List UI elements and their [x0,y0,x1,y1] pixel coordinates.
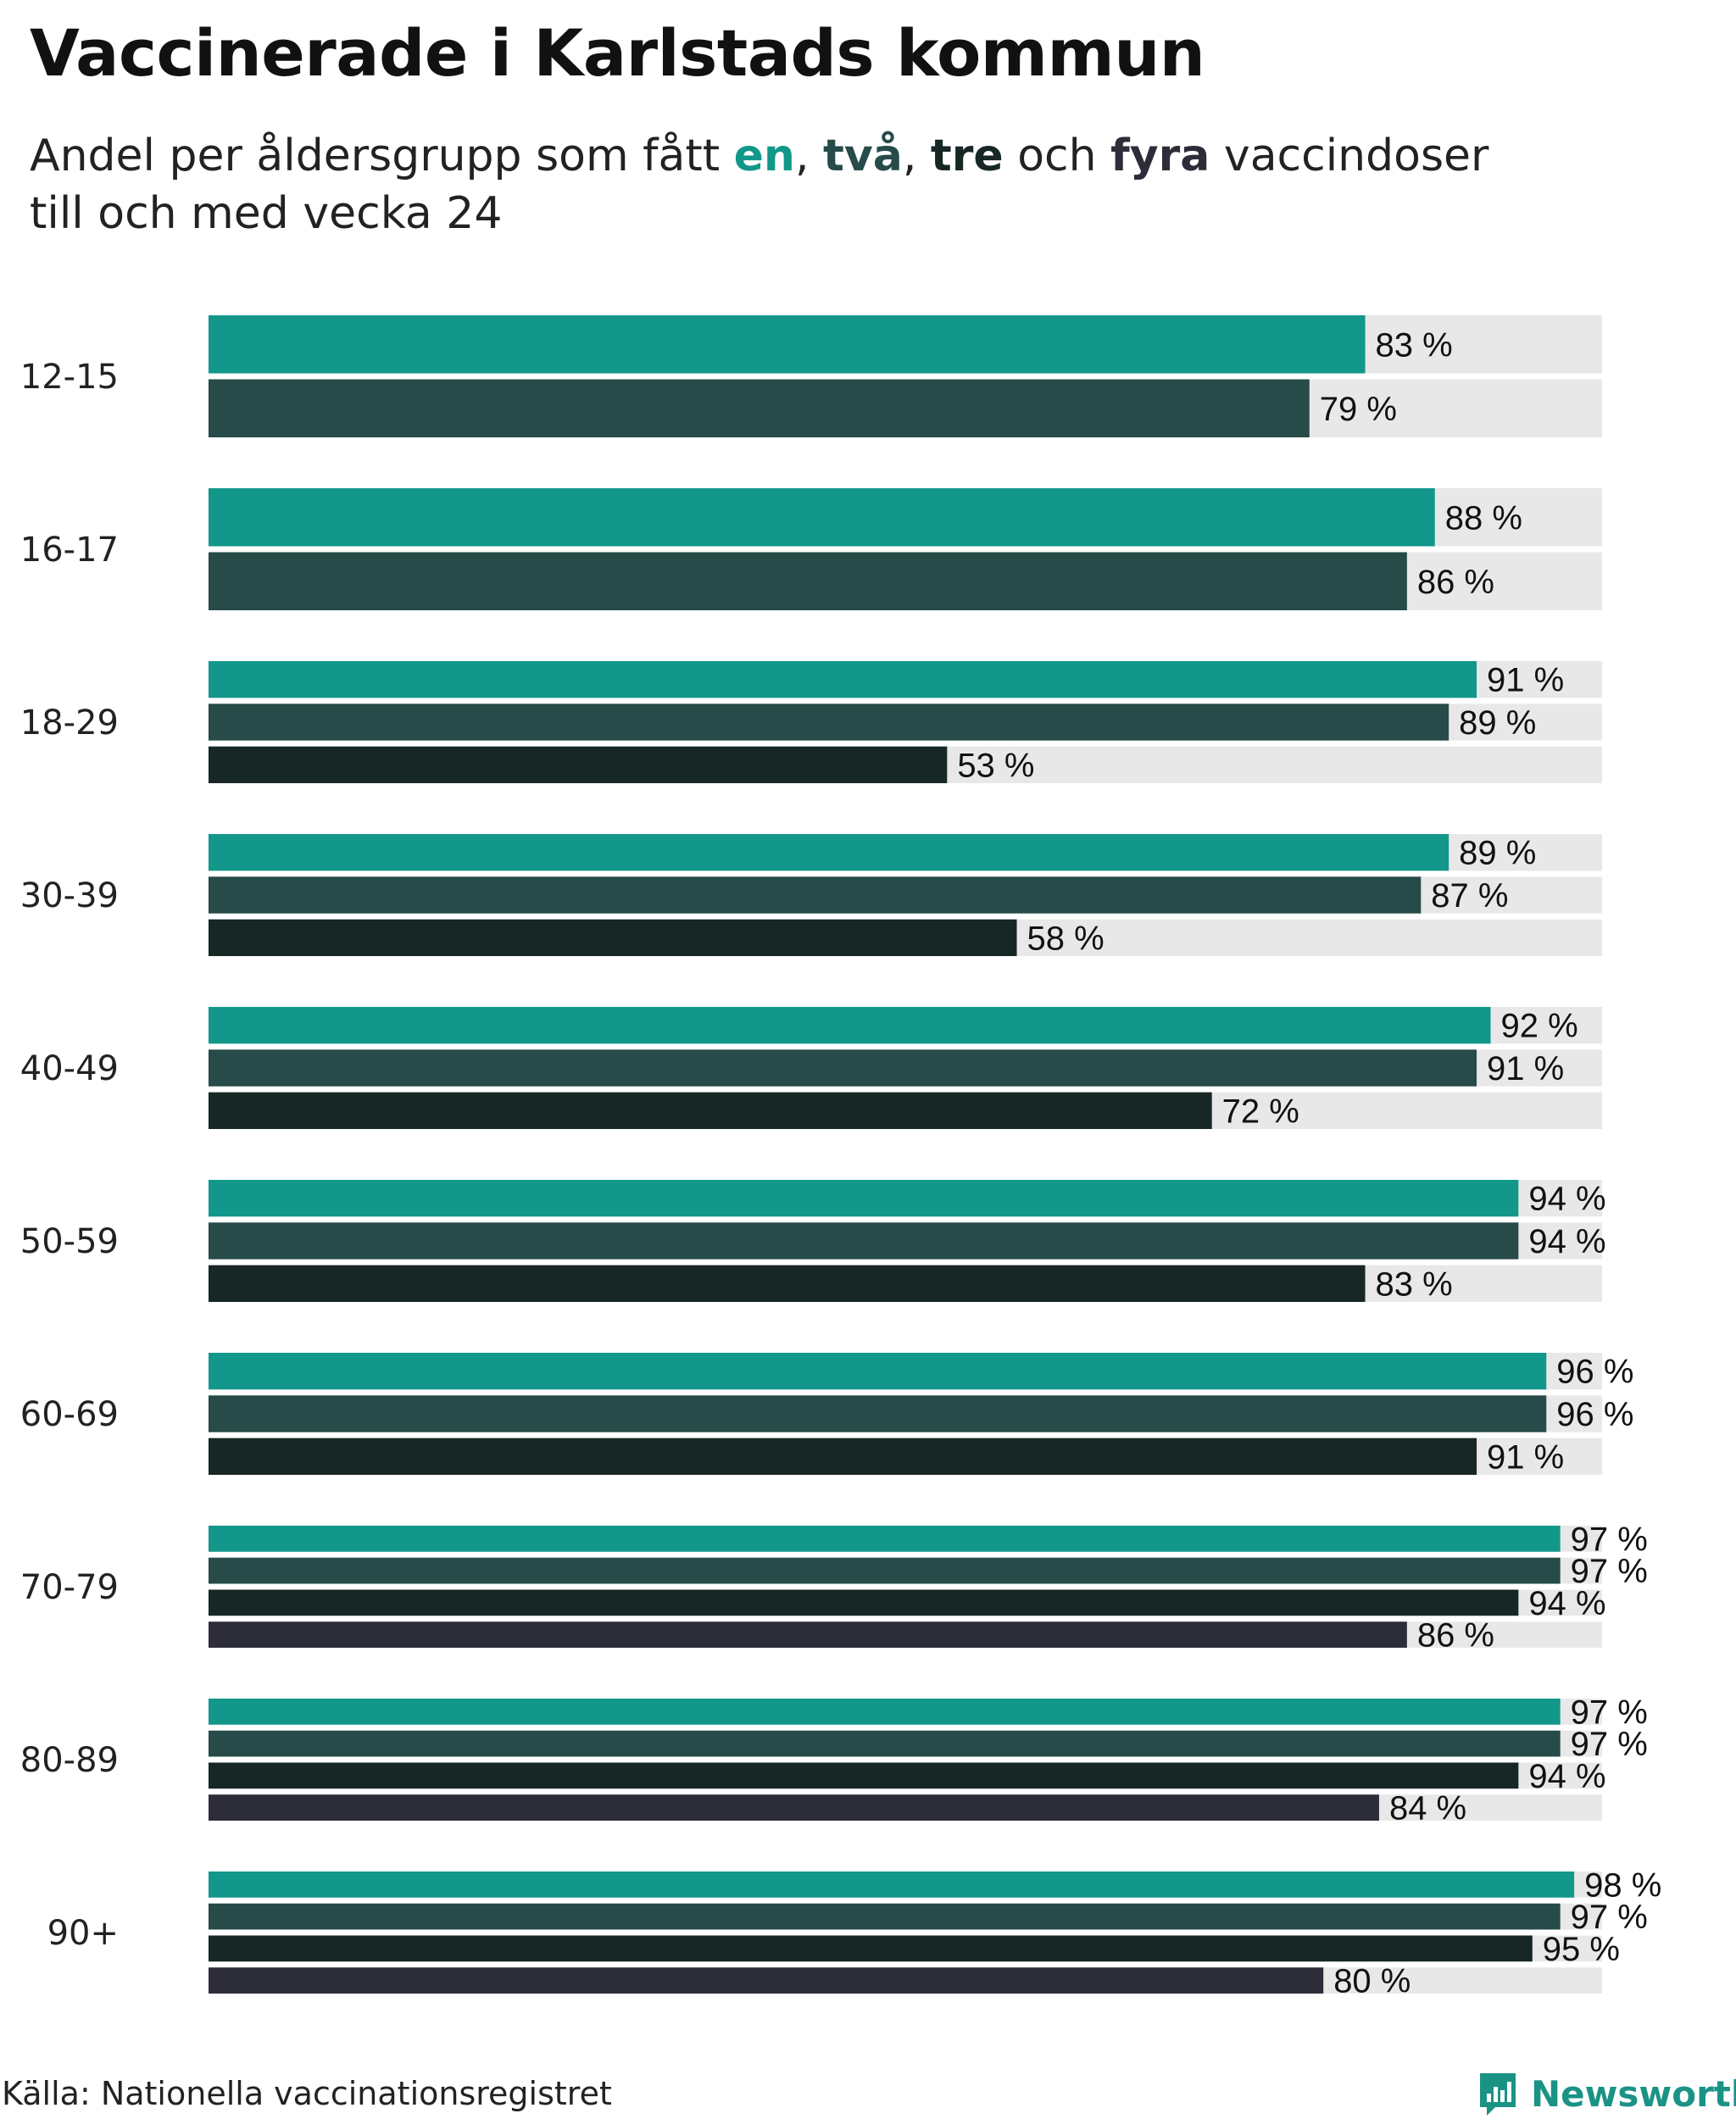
bar-90-dose-2 [209,1903,1561,1930]
value-label-60-69-dose-2: 96 % [1556,1396,1633,1433]
category-label-80-89: 80-89 [20,1741,119,1780]
bar-80-89-dose-4 [209,1794,1379,1821]
value-label-80-89-dose-1: 97 % [1571,1694,1648,1731]
value-label-16-17-dose-2: 86 % [1417,564,1494,601]
logo-text: Newsworthy [1531,2072,1736,2115]
subtitle-separator: , [902,131,931,181]
bar-18-29-dose-3 [209,746,948,783]
bar-50-59-dose-3 [209,1265,1366,1302]
bar-90-dose-1 [209,1872,1575,1898]
bar-50-59-dose-2 [209,1222,1519,1260]
bar-90-dose-3 [209,1935,1533,1962]
bar-80-89-dose-1 [209,1699,1561,1725]
value-label-12-15-dose-1: 83 % [1376,326,1453,364]
value-label-60-69-dose-1: 96 % [1556,1354,1633,1391]
bar-70-79-dose-1 [209,1526,1561,1552]
category-label-90: 90+ [47,1914,119,1953]
bar-12-15-dose-2 [209,379,1310,437]
category-label-16-17: 16-17 [20,531,119,570]
value-label-40-49-dose-1: 92 % [1500,1008,1577,1045]
value-label-70-79-dose-4: 86 % [1417,1617,1494,1655]
subtitle-separator: och [1003,131,1111,181]
bar-16-17-dose-1 [209,488,1435,547]
bar-30-39-dose-3 [209,919,1017,956]
bar-90-dose-4 [209,1967,1324,1994]
value-label-18-29-dose-2: 89 % [1459,704,1536,742]
legend-key-two-doses: två [823,131,903,181]
value-label-90-dose-1: 98 % [1584,1866,1661,1904]
subtitle-prefix: Andel per åldersgrupp som fått [30,131,734,181]
category-label-40-49: 40-49 [20,1049,119,1088]
bar-18-29-dose-1 [209,661,1477,698]
value-label-90-dose-4: 80 % [1333,1963,1410,2000]
chart-title: Vaccinerade i Karlstads kommun [30,15,1205,91]
value-label-40-49-dose-2: 91 % [1487,1050,1564,1087]
value-label-90-dose-3: 95 % [1543,1931,1620,1968]
legend-key-three-doses: tre [930,131,1004,181]
value-label-70-79-dose-1: 97 % [1571,1521,1648,1558]
category-label-12-15: 12-15 [20,358,119,397]
value-label-80-89-dose-4: 84 % [1389,1790,1466,1827]
bar-60-69-dose-2 [209,1395,1547,1432]
newsworthy-logo-icon [1480,2073,1516,2116]
category-label-30-39: 30-39 [20,876,119,915]
category-label-18-29: 18-29 [20,704,119,742]
bar-70-79-dose-2 [209,1557,1561,1584]
category-label-60-69: 60-69 [20,1395,119,1434]
value-label-70-79-dose-3: 94 % [1528,1585,1605,1622]
value-label-80-89-dose-3: 94 % [1528,1758,1605,1795]
value-label-60-69-dose-3: 91 % [1487,1438,1564,1476]
bar-40-49-dose-1 [209,1007,1491,1044]
bar-18-29-dose-2 [209,704,1449,741]
value-label-50-59-dose-1: 94 % [1528,1181,1605,1218]
bar-80-89-dose-2 [209,1730,1561,1757]
source-note: Källa: Nationella vaccinationsregistret [2,2075,612,2112]
value-label-16-17-dose-1: 88 % [1445,499,1522,537]
newsworthy-logo: Newsworthy [1477,2070,1736,2117]
value-label-18-29-dose-3: 53 % [957,747,1034,784]
bar-60-69-dose-1 [209,1353,1547,1390]
bar-60-69-dose-3 [209,1438,1477,1475]
value-label-50-59-dose-2: 94 % [1528,1223,1605,1260]
value-label-18-29-dose-1: 91 % [1487,662,1564,699]
chart-subtitle: Andel per åldersgrupp som fått en, två, … [30,127,1640,242]
subtitle-separator: , [794,131,824,181]
bar-30-39-dose-2 [209,876,1422,914]
legend-key-four-doses: fyra [1110,131,1210,181]
category-label-70-79: 70-79 [20,1568,119,1607]
legend-key-one-dose: en [733,131,795,181]
bar-chart: 12-15 83 % 79 % 16-17 88 % 86 % 18-29 91 % 89 % 5… [20,315,1661,2000]
value-label-30-39-dose-2: 87 % [1431,877,1508,915]
bar-70-79-dose-4 [209,1621,1407,1648]
value-label-30-39-dose-1: 89 % [1459,835,1536,872]
bar-12-15-dose-1 [209,315,1366,374]
value-label-30-39-dose-3: 58 % [1027,920,1104,957]
value-label-90-dose-2: 97 % [1571,1899,1648,1936]
bar-30-39-dose-1 [209,834,1449,871]
value-label-40-49-dose-3: 72 % [1222,1093,1299,1130]
bar-40-49-dose-3 [209,1092,1212,1129]
subtitle-line-2: till och med vecka 24 [30,188,503,239]
value-label-80-89-dose-2: 97 % [1571,1726,1648,1763]
bar-16-17-dose-2 [209,552,1407,610]
value-label-12-15-dose-2: 79 % [1320,391,1397,428]
bar-50-59-dose-1 [209,1180,1519,1217]
subtitle-suffix: vaccindoser [1210,131,1489,181]
category-label-50-59: 50-59 [20,1222,119,1261]
value-label-50-59-dose-3: 83 % [1376,1265,1453,1303]
bar-70-79-dose-3 [209,1589,1519,1616]
bar-80-89-dose-3 [209,1762,1519,1789]
bar-40-49-dose-2 [209,1049,1477,1087]
value-label-70-79-dose-2: 97 % [1571,1553,1648,1590]
